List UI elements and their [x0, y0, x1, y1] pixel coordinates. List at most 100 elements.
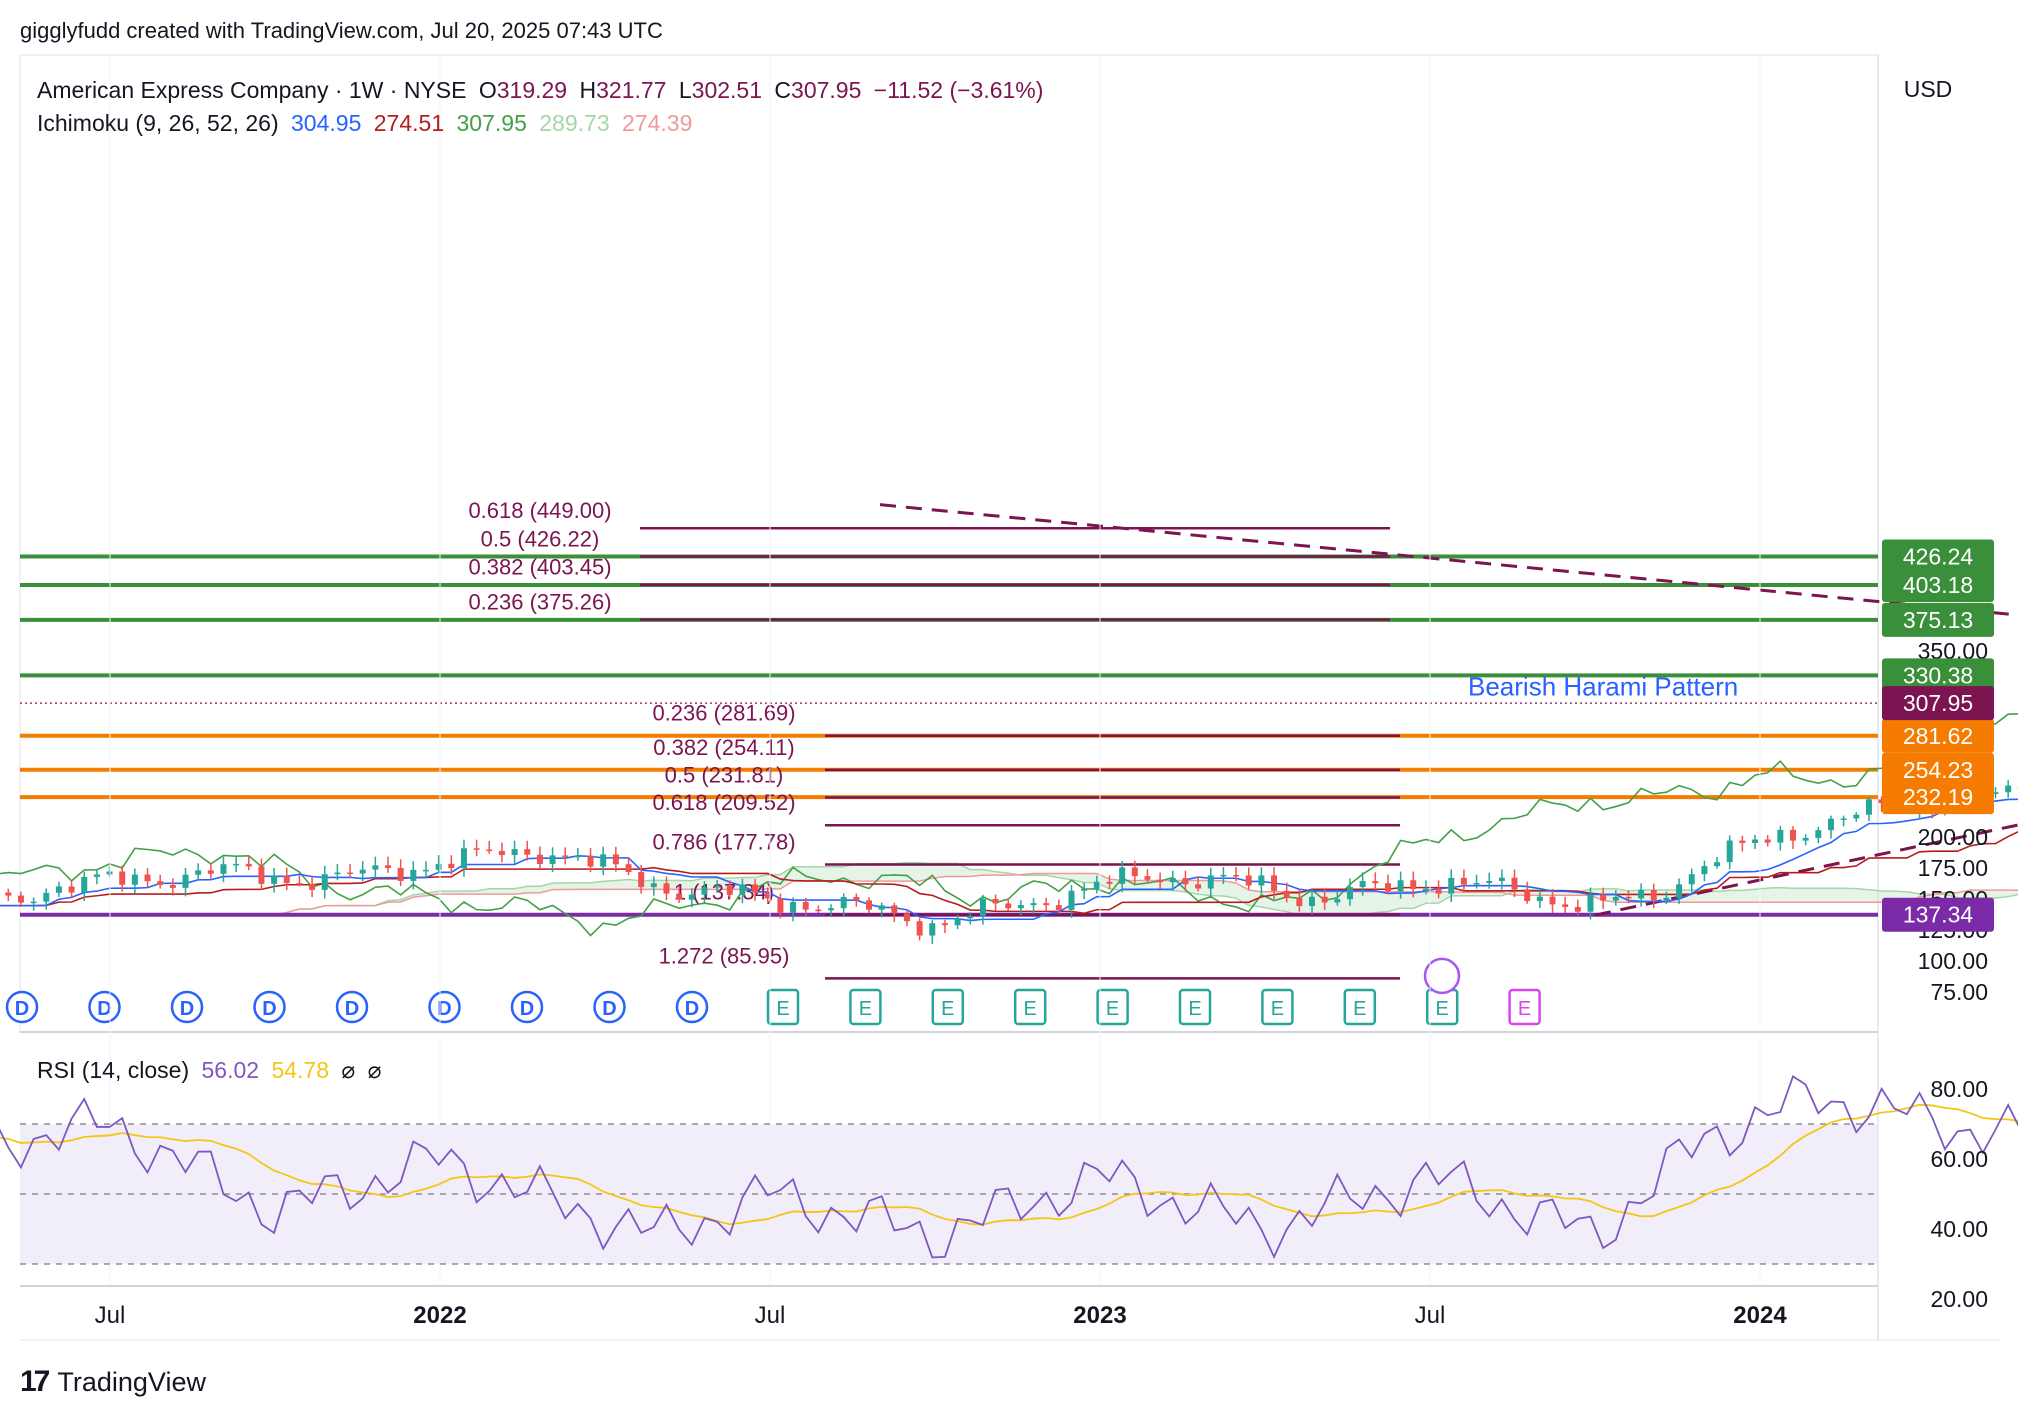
earnings-marker [849, 988, 882, 1026]
earnings-label: E [859, 998, 872, 1020]
candle-body [81, 876, 88, 893]
rsi-value: ⌀ [367, 1057, 382, 1083]
candle-body [676, 893, 683, 900]
fib-level-label: 0.618 (209.52) [652, 790, 795, 815]
candle-body [68, 886, 75, 893]
candle-body [916, 921, 923, 936]
level-price-tag: 330.38 [1903, 662, 1973, 688]
candle-body [1271, 875, 1278, 891]
dividend-marker [335, 990, 369, 1024]
candle-body [1017, 905, 1024, 909]
ichimoku-value: 289.73 [539, 110, 610, 136]
earnings-label: E [1353, 998, 1366, 1020]
candle-body [195, 870, 202, 875]
fib-level-label: 0.236 (375.26) [468, 590, 611, 615]
dividend-marker [593, 990, 626, 1024]
candle-body [1384, 883, 1391, 892]
candle-body [5, 892, 12, 896]
candle-body [1195, 884, 1202, 889]
rsi-legend: RSI (14, close) 56.02 54.78 ⌀ ⌀ [37, 1057, 388, 1084]
ichimoku-legend: Ichimoku (9, 26, 52, 26) 304.95 274.51 3… [37, 110, 698, 137]
price-tick-label: 200.00 [1918, 824, 1988, 850]
level-price-tag-bg [1882, 602, 1994, 637]
time-tick-label: Jul [755, 1302, 786, 1329]
candle-body [726, 886, 733, 895]
candle-body [612, 854, 619, 865]
symbol-name: American Express Company · 1W · NYSE [37, 77, 467, 103]
candle-body [979, 898, 986, 917]
candle-body [1397, 880, 1404, 892]
candle-body [1372, 881, 1379, 884]
ichimoku-label: Ichimoku (9, 26, 52, 26) [37, 110, 279, 136]
candle-body [714, 886, 721, 888]
candle-body [1676, 884, 1683, 898]
dividend-label: D [520, 998, 534, 1020]
candle-body [524, 849, 531, 855]
candle-body [1422, 888, 1429, 891]
candle-body [1714, 862, 1721, 867]
candle-body [1220, 874, 1227, 877]
candle-body [1739, 840, 1746, 843]
rsi-tick-label: 20.00 [1930, 1286, 1988, 1312]
candle-body [55, 886, 62, 893]
ichimoku-cloud [273, 861, 2018, 917]
dividend-label: D [15, 998, 29, 1020]
time-tick-label: 2023 [1073, 1302, 1126, 1329]
candle-body [764, 892, 771, 899]
candle-body [587, 855, 594, 867]
ohlc-high: H321.77 [579, 77, 667, 103]
candle-body [1992, 792, 1999, 794]
rsi-tick-label: 40.00 [1930, 1216, 1988, 1242]
dividend-label: D [345, 998, 359, 1020]
candle-body [144, 874, 151, 882]
candle-body [511, 849, 518, 856]
earnings-label: E [1518, 998, 1531, 1020]
candle-body [1827, 818, 1834, 831]
trendline-down [879, 503, 2018, 617]
candle-body [233, 863, 240, 866]
header-credit: gigglyfudd created with TradingView.com,… [20, 18, 663, 43]
level-price-tag: 254.23 [1903, 757, 1973, 783]
level-price-tag-bg [1882, 897, 1994, 932]
candle-body [866, 900, 872, 910]
candle-body [1068, 890, 1075, 910]
earnings-label: E [1024, 998, 1037, 1020]
level-price-tag: 403.18 [1903, 572, 1973, 598]
rsi-label: RSI (14, close) [37, 1057, 190, 1083]
level-price-tag: 426.24 [1903, 543, 1974, 569]
level-price-tag-bg [1882, 752, 1994, 787]
candle-body [1473, 882, 1480, 885]
fib-level-label: 0.382 (403.45) [468, 555, 611, 580]
price-change: −11.52 (−3.61%) [873, 77, 1044, 103]
candle-body [878, 905, 885, 910]
candle-body [207, 870, 214, 874]
candle-body [891, 905, 898, 914]
candle-body [1334, 899, 1341, 903]
candle-body [1245, 875, 1252, 886]
earnings-marker [1178, 988, 1212, 1026]
candle-body [903, 913, 910, 922]
rsi-line [0, 1074, 2018, 1260]
candle-body [1790, 829, 1796, 841]
candle-body [1574, 906, 1581, 912]
time-tick-label: 2022 [413, 1302, 466, 1329]
candle-body [397, 867, 404, 881]
candle-body [258, 866, 265, 884]
candle-body [1663, 897, 1670, 901]
candle-body [650, 883, 657, 888]
candle-body [410, 869, 417, 881]
dividend-marker [253, 990, 286, 1024]
tradingview-logo[interactable]: 17 TradingView [20, 1365, 206, 1399]
level-price-tag: 281.62 [1903, 723, 1973, 749]
candle-body [1030, 903, 1037, 906]
dividend-label: D [97, 998, 111, 1020]
fib-level-label: 1.272 (85.95) [659, 943, 790, 968]
candle-body [1587, 894, 1594, 912]
dividend-label: D [180, 998, 194, 1020]
dividend-label: D [262, 998, 276, 1020]
dividend-marker [88, 990, 121, 1024]
fib-level-label: 0.786 (177.78) [652, 830, 795, 855]
candle-body [1524, 889, 1531, 902]
candle-body [372, 865, 379, 870]
